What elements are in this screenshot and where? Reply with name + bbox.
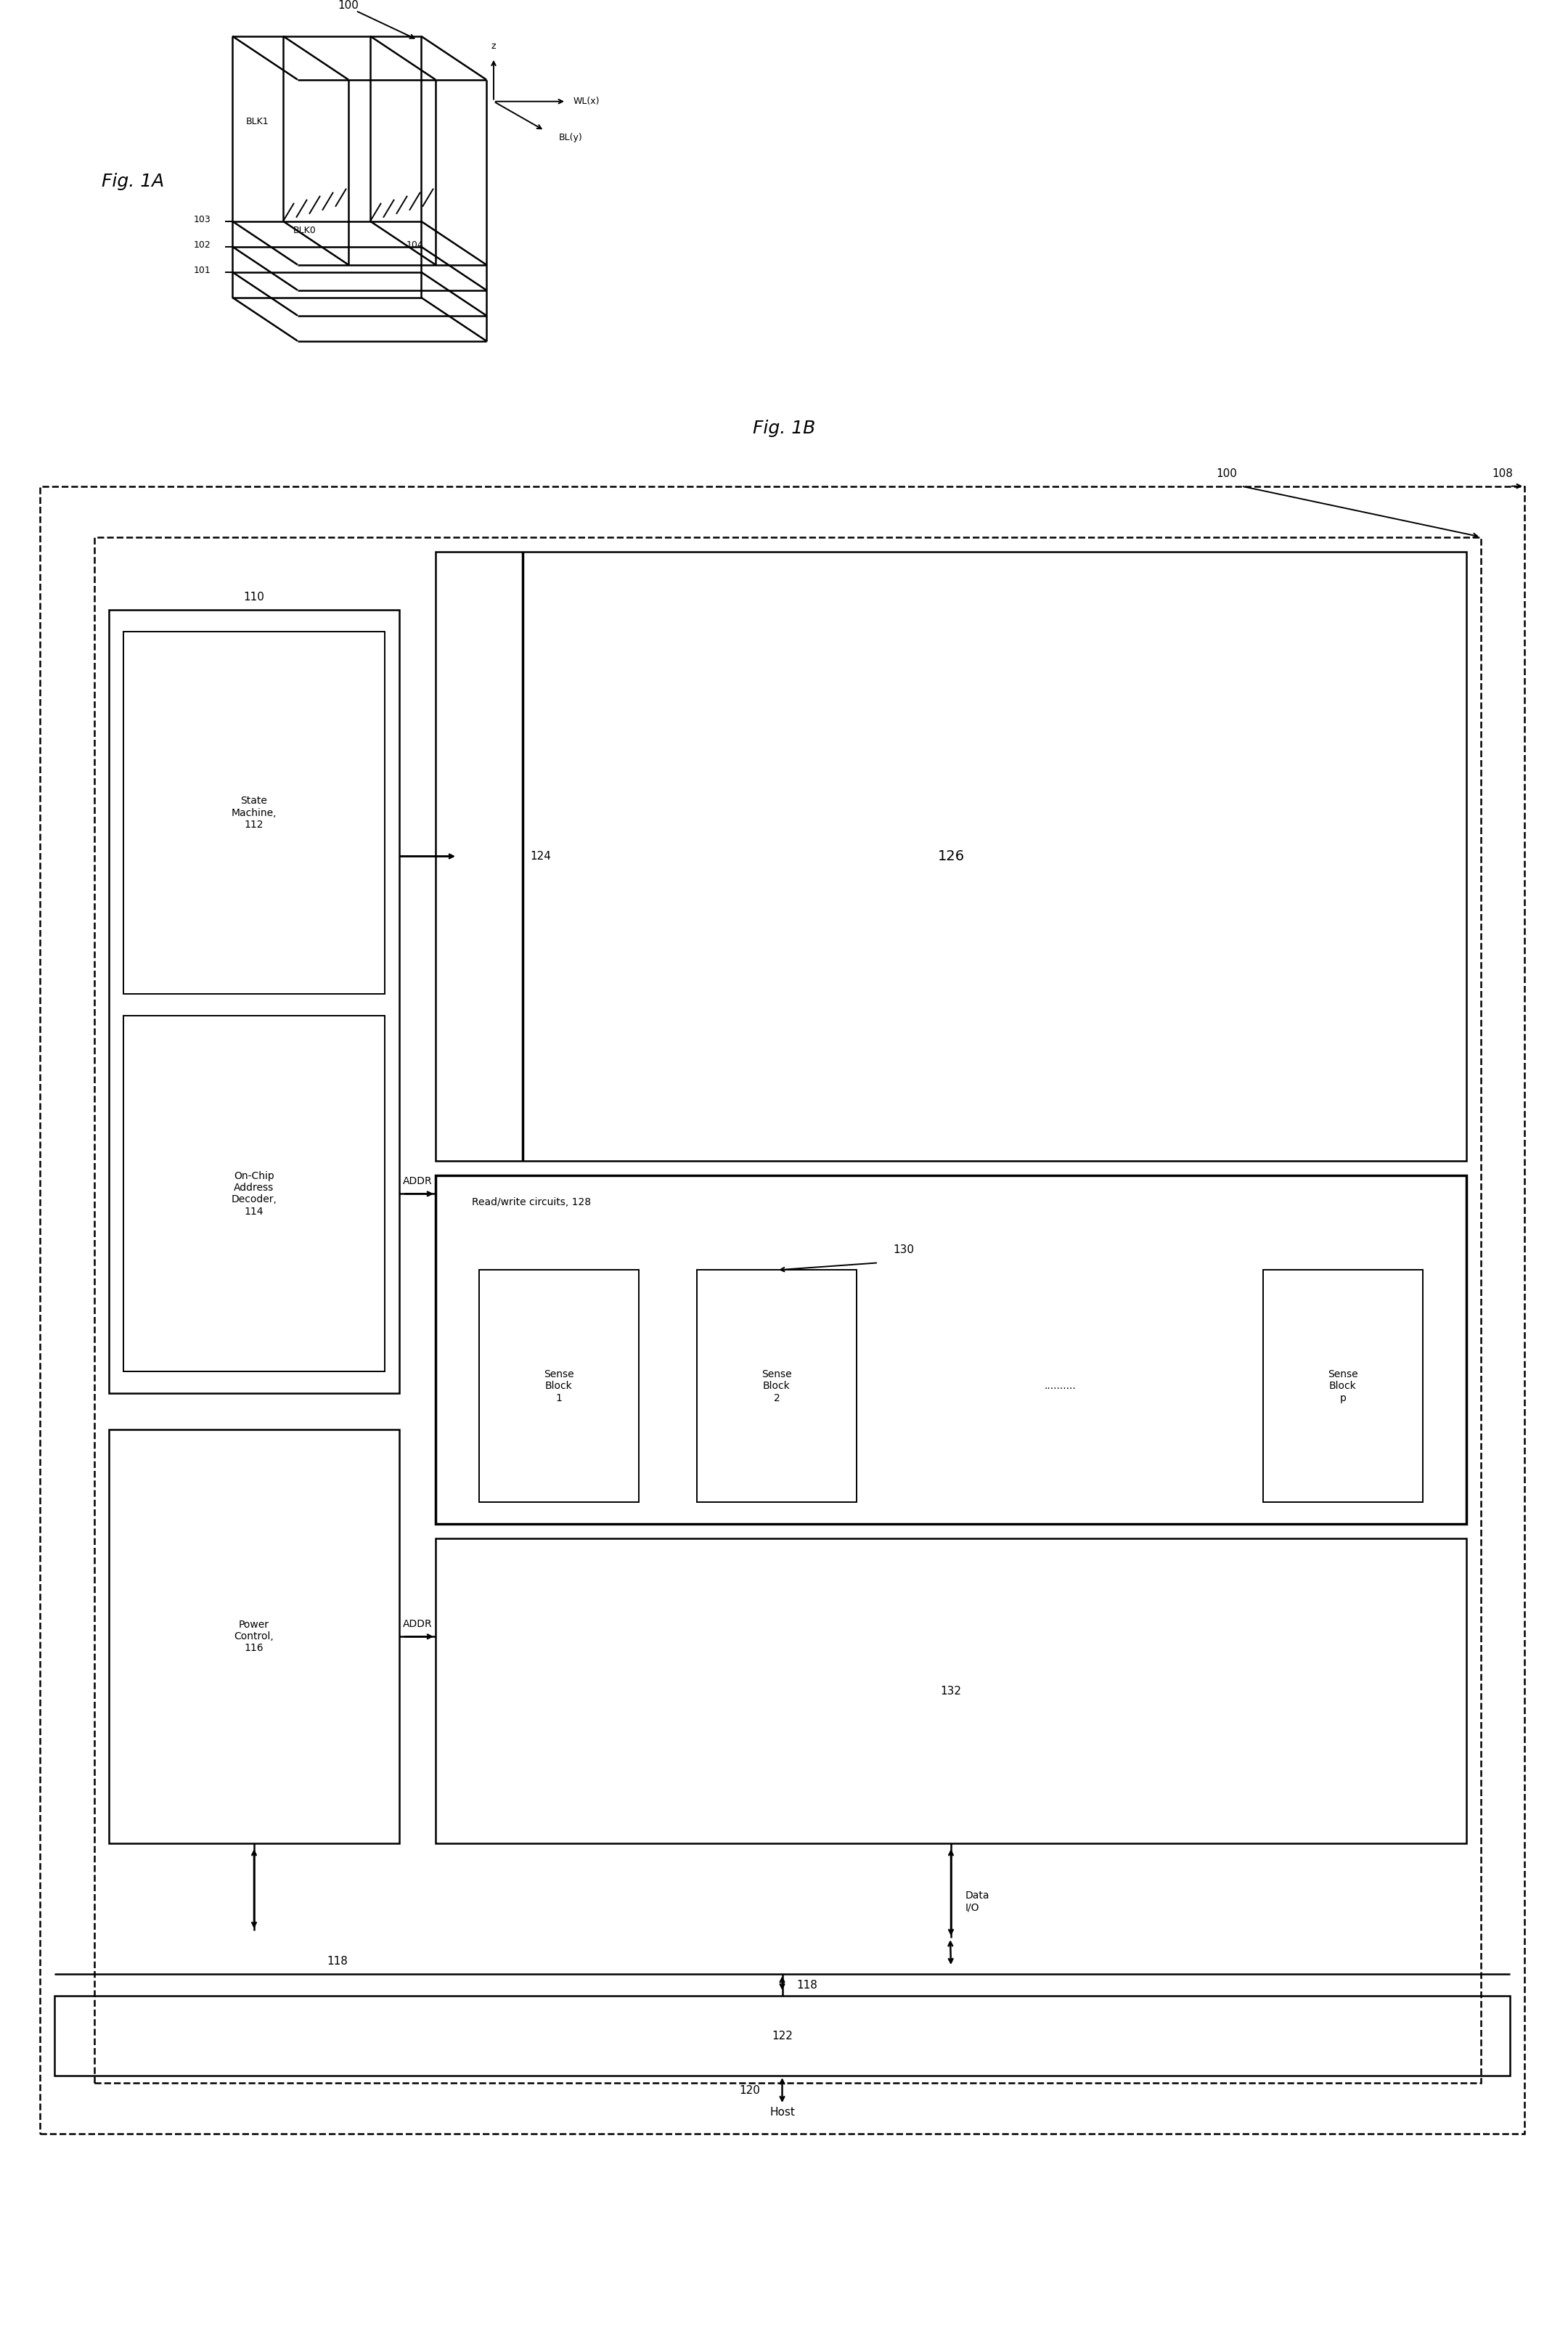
Bar bbox=[124, 1017, 384, 1372]
Text: ADDR: ADDR bbox=[403, 1620, 433, 1629]
Bar bbox=[124, 631, 384, 993]
Text: Fig. 1B: Fig. 1B bbox=[753, 418, 815, 437]
Text: 103: 103 bbox=[193, 215, 210, 224]
Text: 122: 122 bbox=[771, 2031, 793, 2040]
Text: BLK0: BLK0 bbox=[293, 227, 317, 236]
Text: Power
Control,
116: Power Control, 116 bbox=[234, 1620, 274, 1652]
Text: Read/write circuits, 128: Read/write circuits, 128 bbox=[472, 1197, 591, 1208]
Bar bbox=[94, 538, 1480, 2082]
Text: Sense
Block
p: Sense Block p bbox=[1328, 1369, 1358, 1402]
Text: 124: 124 bbox=[530, 851, 550, 862]
Text: 118: 118 bbox=[797, 1979, 817, 1991]
Text: 130: 130 bbox=[892, 1246, 914, 1255]
Text: 100: 100 bbox=[339, 0, 359, 12]
Text: Data
I/O: Data I/O bbox=[966, 1891, 989, 1912]
Text: 104: 104 bbox=[406, 241, 423, 250]
Text: Fig. 1A: Fig. 1A bbox=[102, 173, 165, 189]
Text: BL(y): BL(y) bbox=[558, 133, 583, 143]
Text: 102: 102 bbox=[193, 241, 210, 250]
Bar bbox=[108, 1430, 400, 1844]
Text: Sense
Block
2: Sense Block 2 bbox=[762, 1369, 792, 1402]
Text: 132: 132 bbox=[941, 1685, 961, 1697]
Text: 126: 126 bbox=[938, 848, 964, 862]
Text: ..........: .......... bbox=[1044, 1381, 1076, 1391]
Text: 101: 101 bbox=[193, 266, 210, 276]
Bar bbox=[480, 1269, 638, 1503]
Bar bbox=[39, 486, 1524, 2134]
Text: On-Chip
Address
Decoder,
114: On-Chip Address Decoder, 114 bbox=[230, 1171, 278, 1218]
Text: 100: 100 bbox=[1217, 467, 1237, 479]
Text: BLK1: BLK1 bbox=[246, 117, 270, 126]
Bar bbox=[436, 552, 1466, 1161]
Text: z: z bbox=[491, 42, 495, 51]
Text: WL(x): WL(x) bbox=[574, 96, 601, 105]
Text: 110: 110 bbox=[243, 591, 265, 603]
Text: 120: 120 bbox=[740, 2085, 760, 2096]
Bar bbox=[55, 1996, 1510, 2075]
Bar bbox=[696, 1269, 856, 1503]
Bar bbox=[436, 1538, 1466, 1844]
Bar bbox=[436, 1176, 1466, 1524]
Text: 108: 108 bbox=[1493, 467, 1513, 479]
Text: Sense
Block
1: Sense Block 1 bbox=[544, 1369, 574, 1402]
Bar bbox=[108, 610, 400, 1393]
Bar bbox=[1264, 1269, 1422, 1503]
Text: 118: 118 bbox=[326, 1956, 348, 1968]
Text: Host: Host bbox=[770, 2106, 795, 2117]
Text: ADDR: ADDR bbox=[403, 1176, 433, 1187]
Text: State
Machine,
112: State Machine, 112 bbox=[232, 797, 278, 830]
